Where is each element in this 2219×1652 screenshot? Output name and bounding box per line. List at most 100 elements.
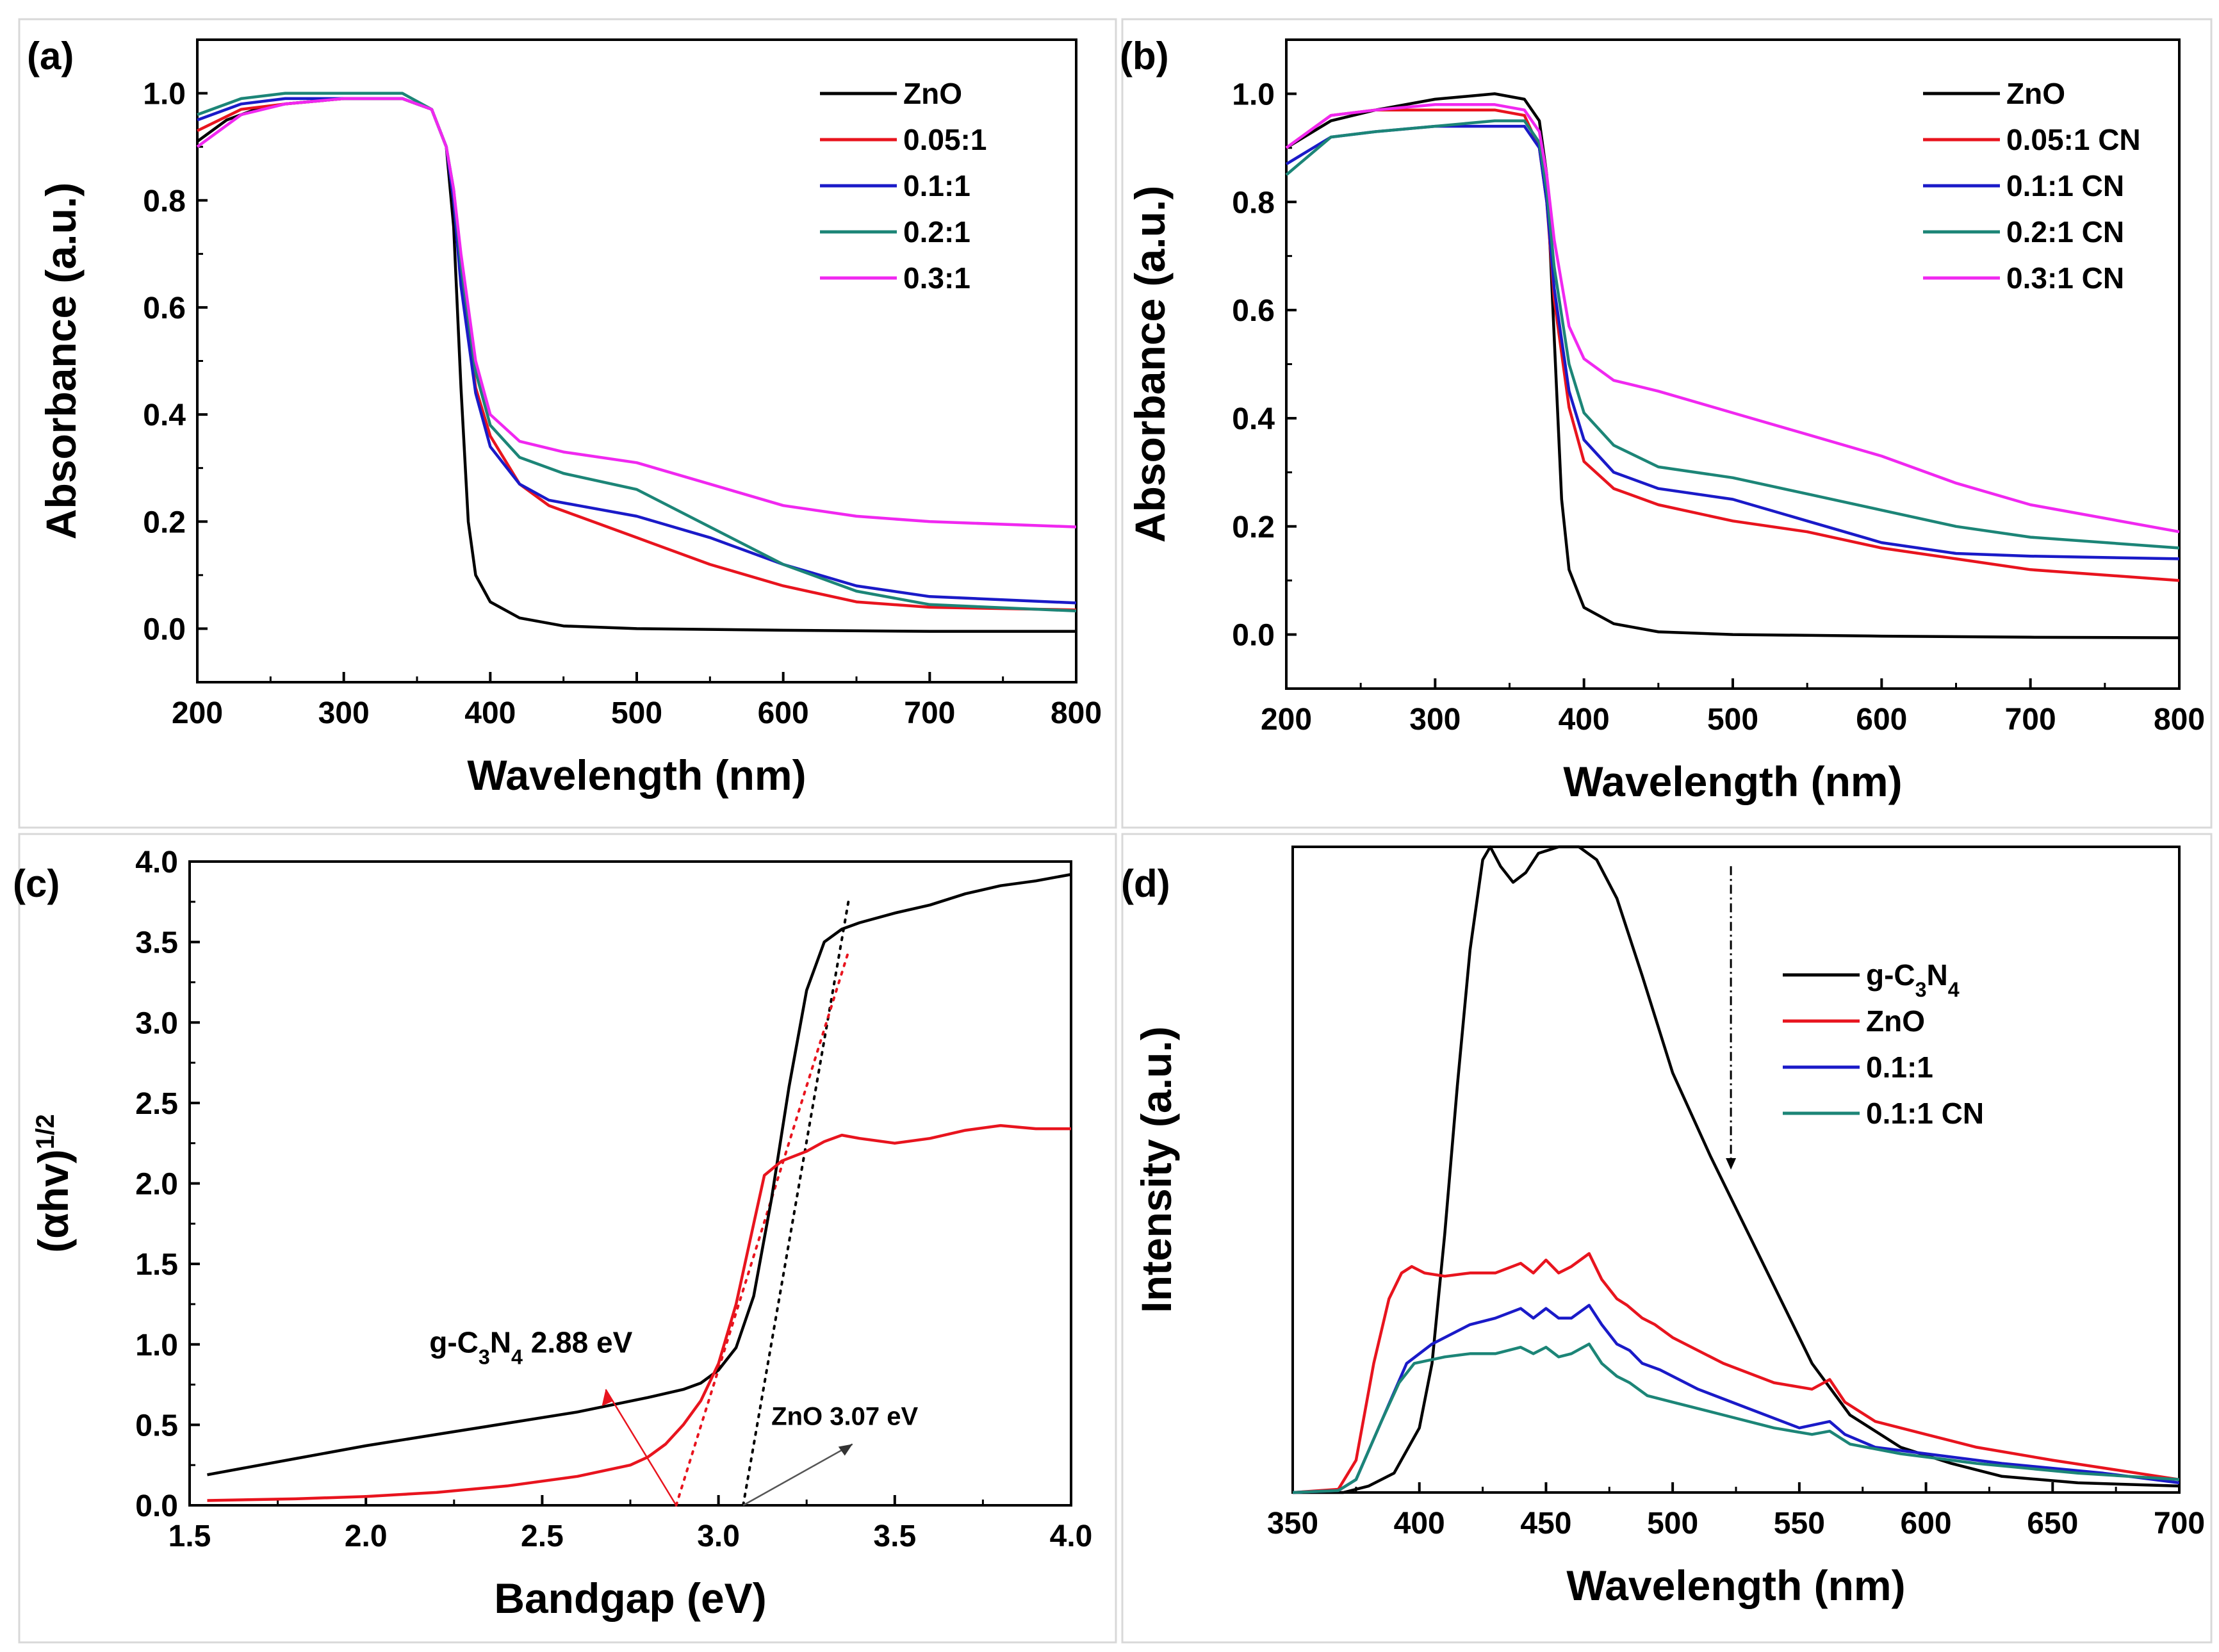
panel-label-d: (d) <box>1121 862 1170 905</box>
x-tick-label-c: 3.0 <box>697 1519 740 1553</box>
x-axis-label-b: Wavelength (nm) <box>1563 758 1902 805</box>
x-tick-label-d: 600 <box>1901 1507 1952 1541</box>
annotation-arrowhead-zno <box>838 1444 853 1456</box>
y-tick-label-c: 0.0 <box>135 1489 178 1523</box>
x-tick-label-c: 4.0 <box>1050 1519 1093 1553</box>
annotation-gc3n4-bandgap-part: g-C <box>429 1325 479 1359</box>
y-tick-label-b: 0.2 <box>1232 511 1275 544</box>
x-tick-label-b: 500 <box>1707 703 1758 737</box>
chart-d: 350 400 450 500 550 600 650 700 Wavelength (nm) I… <box>1133 845 2205 1609</box>
series-line-zno <box>207 872 1072 1476</box>
y-tick-label-c: 2.0 <box>135 1168 178 1202</box>
legend-label: ZnO <box>903 77 962 110</box>
x-tick-label-a: 700 <box>904 696 955 730</box>
annotation-arrowhead-gc3n4 <box>602 1389 614 1407</box>
legend-label: 0.3:1 CN <box>2006 261 2124 295</box>
panel-a-frame <box>18 18 1117 829</box>
y-tick-label-b: 0.8 <box>1232 186 1275 220</box>
y-tick-label-a: 0.8 <box>143 184 186 218</box>
panel-label-b: (b) <box>1120 35 1169 78</box>
x-tick-label-c: 3.5 <box>873 1519 916 1553</box>
annotation-gc3n4-bandgap-part: 2.88 eV <box>523 1325 633 1359</box>
x-tick-label-d: 400 <box>1394 1507 1445 1541</box>
x-tick-label-b: 300 <box>1409 703 1461 737</box>
legend-label: g-C3N4 <box>1866 958 1960 1001</box>
legend-label: 0.2:1 CN <box>2006 215 2124 249</box>
trend-arrowhead <box>1726 1158 1737 1170</box>
legend-label: 0.05:1 CN <box>2006 123 2141 156</box>
series-line-0-2-1 <box>197 92 1077 613</box>
x-tick-label-c: 2.5 <box>521 1519 564 1553</box>
y-axis-label-text: Absorbance (a.u.) <box>37 183 85 539</box>
x-tick-label-a: 500 <box>611 696 662 730</box>
legend-label: 0.1:1 <box>1866 1051 1933 1084</box>
legend-label-part: 3 <box>1915 978 1927 1001</box>
y-axis-label-text: Absorbance (a.u.) <box>1126 186 1174 543</box>
y-tick-label-b: 0.0 <box>1232 619 1275 653</box>
x-tick-label-b: 400 <box>1559 703 1610 737</box>
y-tick-label-b: 1.0 <box>1232 78 1275 111</box>
tangent-line <box>675 949 851 1507</box>
annotation-gc3n4-bandgap-part: N <box>490 1325 511 1359</box>
series-line-0-3-1 <box>196 97 1077 528</box>
x-tick-label-d: 350 <box>1267 1507 1318 1541</box>
legend-label: 0.2:1 <box>903 215 970 249</box>
x-tick-label-d: 500 <box>1647 1507 1698 1541</box>
x-tick-label-c: 2.0 <box>345 1519 388 1553</box>
x-tick-label-b: 700 <box>2005 703 2056 737</box>
annotation-gc3n4-bandgap-part: 3 <box>479 1345 490 1368</box>
y-tick-label-b: 0.4 <box>1232 402 1275 436</box>
y-tick-label-c: 3.5 <box>135 926 178 960</box>
y-tick-label-c: 3.0 <box>135 1006 178 1040</box>
y-tick-label-c: 4.0 <box>135 846 178 879</box>
x-tick-label-a: 600 <box>758 696 809 730</box>
y-axis-label-text: (αhv) <box>29 1149 77 1253</box>
y-axis-label-d: Intensity (a.u.) <box>1133 1026 1180 1313</box>
x-tick-label-d: 450 <box>1520 1507 1571 1541</box>
annotation-gc3n4-bandgap-part: 4 <box>511 1345 523 1368</box>
x-tick-label-a: 400 <box>464 696 516 730</box>
panel-b-frame <box>1121 18 2213 829</box>
x-tick-label-a: 200 <box>172 696 223 730</box>
panel-c-frame <box>18 833 1117 1644</box>
legend-label: 0.05:1 <box>903 123 987 156</box>
chart-a: 200 300 400 500 600 700 800 0.0 0.2 0.4 0.6 0.8 1.0 W… <box>37 38 1102 799</box>
y-tick-label-a: 0.4 <box>143 398 186 432</box>
x-tick-label-d: 700 <box>2154 1507 2205 1541</box>
legend-label-part: N <box>1927 958 1948 992</box>
y-tick-label-c: 2.5 <box>135 1087 178 1121</box>
panel-label-a: (a) <box>27 35 74 78</box>
x-axis-label-a: Wavelength (nm) <box>467 751 806 799</box>
x-tick-label-d: 550 <box>1774 1507 1825 1541</box>
x-tick-label-c: 1.5 <box>168 1519 211 1553</box>
y-tick-label-a: 1.0 <box>143 78 186 111</box>
y-axis-label-a: Absorbance (a.u.) <box>37 183 85 539</box>
legend-label: 0.1:1 <box>903 169 970 202</box>
legend-label: ZnO <box>2006 77 2065 110</box>
legend-label-part: 4 <box>1948 978 1960 1001</box>
y-tick-label-c: 0.5 <box>135 1409 178 1443</box>
x-tick-label-b: 200 <box>1261 703 1312 737</box>
legend-label: 0.1:1 CN <box>2006 169 2124 202</box>
series-line-0-3-1-cn <box>1285 103 2180 534</box>
y-axis-label-b: Absorbance (a.u.) <box>1126 186 1174 543</box>
series-line-g-c3n4 <box>207 1124 1071 1502</box>
panel-d-frame <box>1121 833 2213 1644</box>
series-line-0-1-1-cn <box>1292 1342 2180 1494</box>
x-tick-label-a: 800 <box>1051 696 1102 730</box>
plot-frame-c <box>188 860 1072 1507</box>
series-line-g-c3n4 <box>1293 845 2180 1494</box>
annotation-arrow-zno <box>742 1443 853 1507</box>
x-tick-label-a: 300 <box>318 696 370 730</box>
chart-c: 1.5 2.0 2.5 3.0 3.5 4.0 0.0 0.5 1.0 1.5 2.0 2.5 3.0 3… <box>29 846 1092 1622</box>
y-tick-label-a: 0.6 <box>143 291 186 325</box>
annotation-zno-bandgap: ZnO 3.07 eV <box>771 1402 918 1430</box>
annotation-arrow-gc3n4 <box>605 1389 677 1506</box>
series-line-0-1-1 <box>1292 1304 2180 1494</box>
y-tick-label-a: 0.0 <box>143 612 186 646</box>
chart-b: 200 300 400 500 600 700 800 0.0 0.2 0.4 0.6 0.8 1.0 W… <box>1126 38 2205 805</box>
y-tick-label-c: 1.0 <box>135 1329 178 1362</box>
y-tick-label-b: 0.6 <box>1232 294 1275 328</box>
series-line-0-05-1-cn <box>1285 108 2180 582</box>
